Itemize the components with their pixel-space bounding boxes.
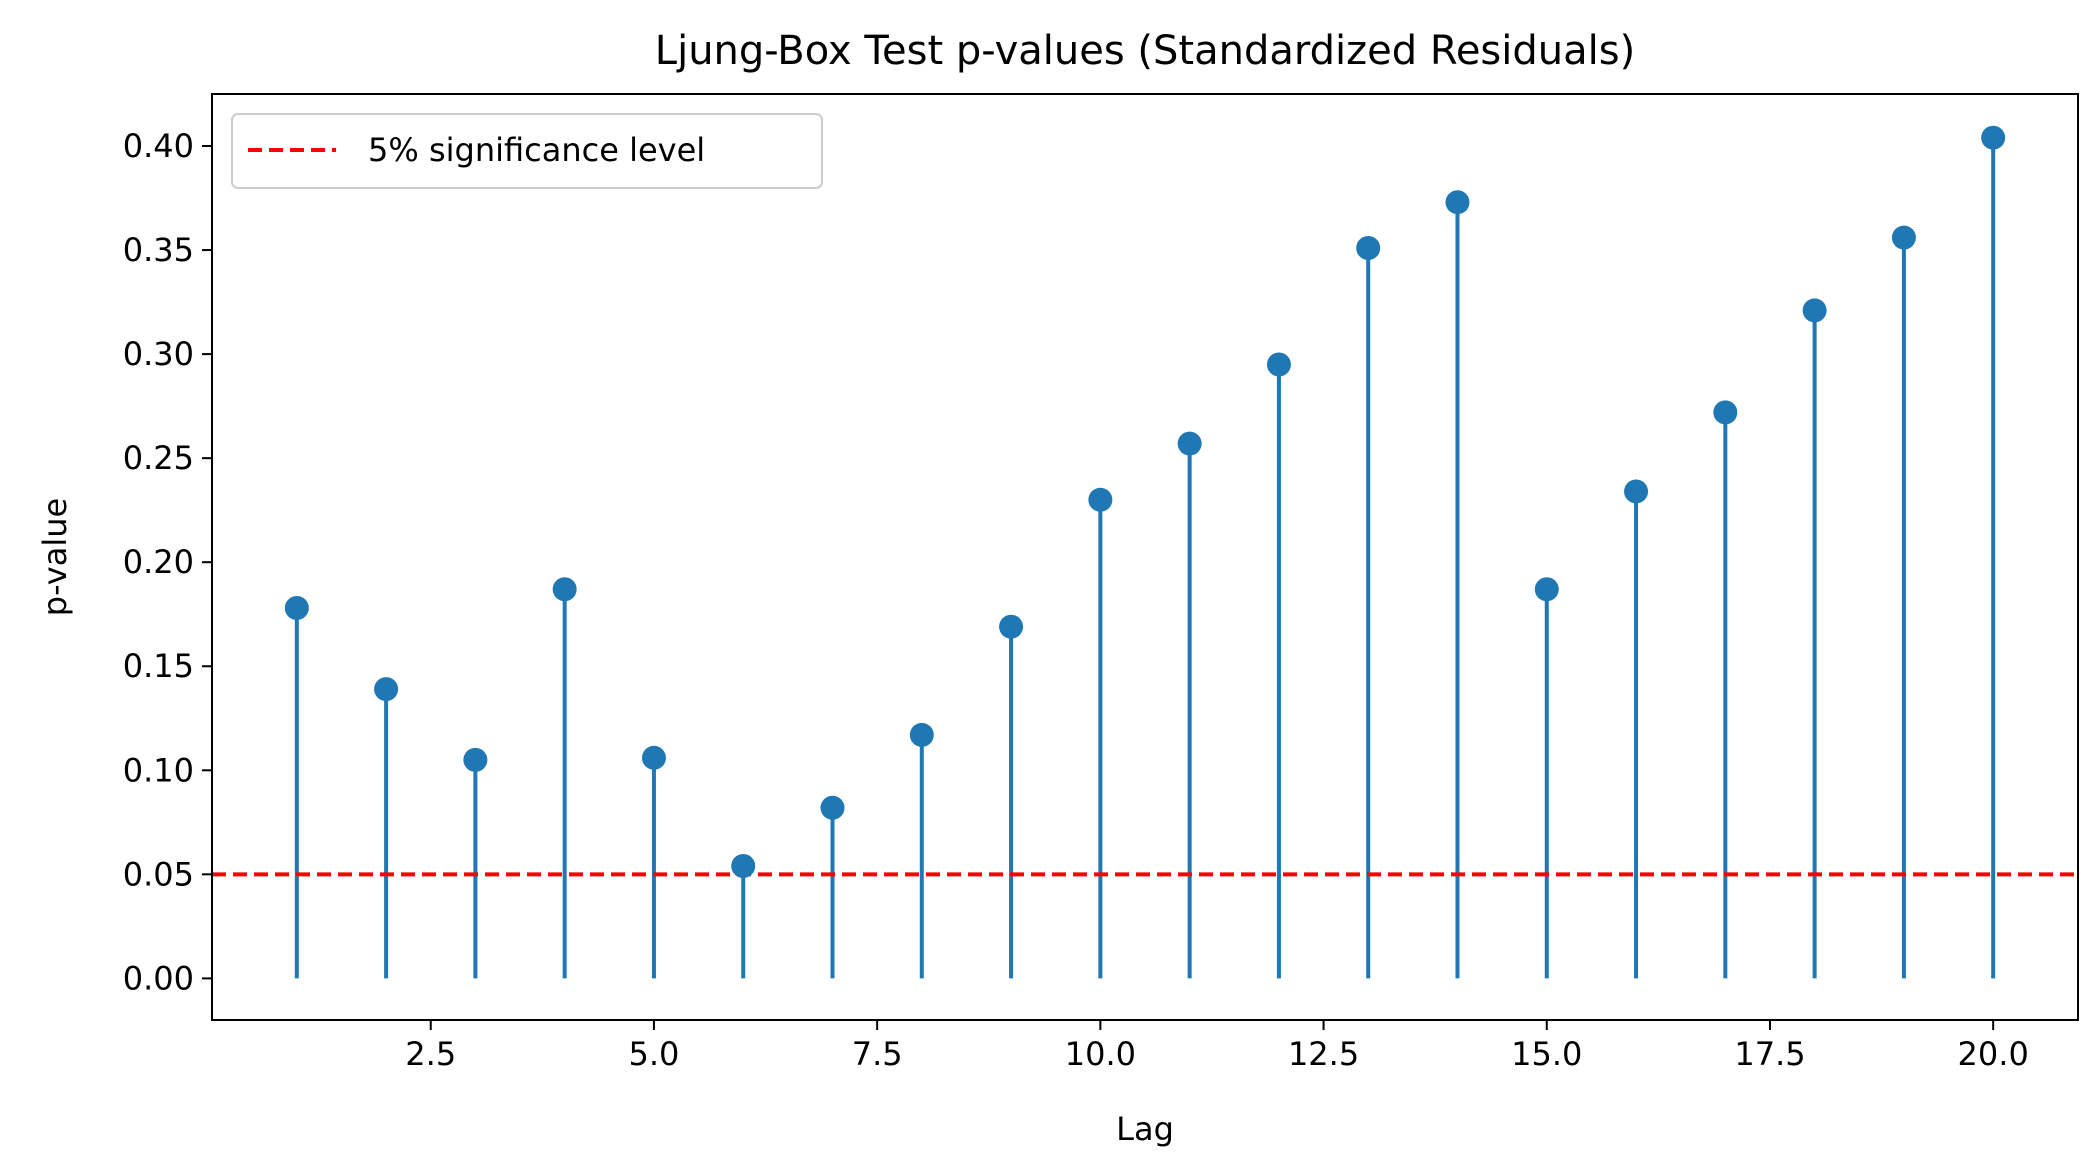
- legend-label-significance: 5% significance level: [368, 131, 705, 169]
- stem-marker-lag-5: [641, 745, 666, 770]
- x-tick-label: 7.5: [852, 1035, 903, 1073]
- stem-marker-lag-17: [1713, 400, 1738, 425]
- stem-marker-lag-18: [1802, 298, 1827, 323]
- stem-marker-lag-19: [1891, 225, 1916, 250]
- stem-marker-lag-13: [1356, 235, 1381, 260]
- markers-layer: [284, 125, 2006, 879]
- legend: 5% significance level: [231, 113, 823, 189]
- plot-area: [212, 125, 2078, 979]
- y-tick-label: 0.35: [123, 231, 194, 269]
- x-tick-label: 20.0: [1958, 1035, 2029, 1073]
- y-tick-label: 0.40: [123, 127, 194, 165]
- x-axis-label: Lag: [1116, 1110, 1174, 1148]
- y-tick-label: 0.30: [123, 335, 194, 373]
- x-tick-label: 2.5: [405, 1035, 456, 1073]
- stem-marker-lag-1: [284, 595, 309, 620]
- stem-marker-lag-2: [374, 677, 399, 702]
- stem-marker-lag-15: [1534, 577, 1559, 602]
- x-tick-label: 10.0: [1065, 1035, 1136, 1073]
- stem-marker-lag-10: [1088, 487, 1113, 512]
- y-tick-label: 0.25: [123, 439, 194, 477]
- chart-title: Ljung-Box Test p-values (Standardized Re…: [655, 28, 1635, 74]
- stem-marker-lag-20: [1981, 125, 2006, 150]
- x-axis-ticks: 2.5 5.0 7.5 10.0 12.5 15.0 17.5 20.0: [405, 1020, 2029, 1073]
- y-tick-label: 0.20: [123, 543, 194, 581]
- y-axis-label: p-value: [36, 498, 74, 616]
- y-tick-label: 0.15: [123, 647, 194, 685]
- stem-marker-lag-12: [1266, 352, 1291, 377]
- stems-layer: [294, 137, 1996, 979]
- x-tick-label: 12.5: [1288, 1035, 1359, 1073]
- x-tick-label: 5.0: [629, 1035, 680, 1073]
- y-tick-label: 0.05: [123, 855, 194, 893]
- stem-marker-lag-11: [1177, 431, 1202, 456]
- plot-frame: [211, 93, 2079, 1021]
- legend-box: [231, 113, 823, 189]
- stem-marker-lag-6: [731, 854, 756, 879]
- stem-marker-lag-14: [1445, 190, 1470, 215]
- y-tick-label: 0.00: [123, 959, 194, 997]
- y-tick-label: 0.10: [123, 751, 194, 789]
- stem-marker-lag-8: [909, 722, 934, 747]
- stem-marker-lag-7: [820, 795, 845, 820]
- stem-marker-lag-9: [999, 614, 1024, 639]
- stem-marker-lag-16: [1624, 479, 1649, 504]
- x-tick-label: 17.5: [1734, 1035, 1805, 1073]
- x-tick-label: 15.0: [1511, 1035, 1582, 1073]
- stem-marker-lag-4: [552, 577, 577, 602]
- y-axis-ticks: 0.00 0.05 0.10 0.15 0.20 0.25 0.30 0.35 0.40: [123, 127, 212, 997]
- stem-marker-lag-3: [463, 747, 488, 772]
